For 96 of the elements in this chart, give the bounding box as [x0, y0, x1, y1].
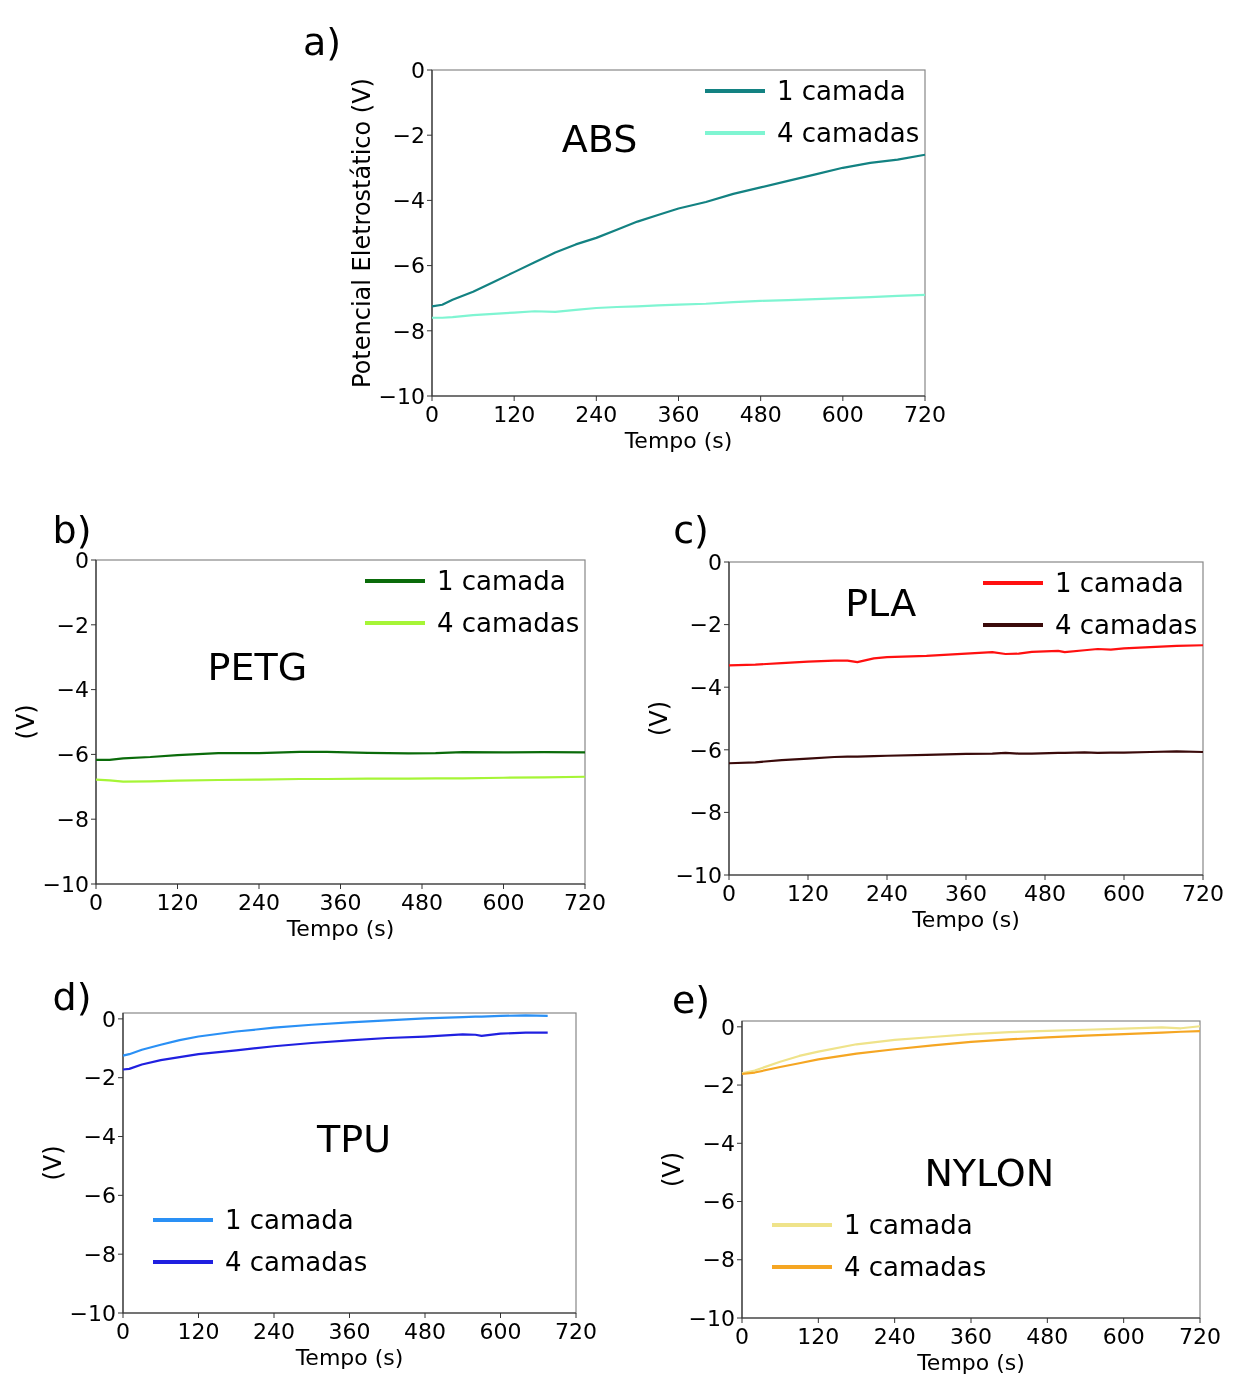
- x-tick-label: 480: [739, 402, 782, 427]
- legend-label: 4 camadas: [777, 118, 920, 149]
- y-tick-label: −8: [392, 318, 425, 344]
- y-tick-label: −10: [69, 1300, 116, 1326]
- line-series: [121, 1014, 549, 1057]
- y-tick-label: −6: [392, 253, 425, 279]
- legend-label: 1 camada: [225, 1205, 354, 1236]
- x-tick-label: 480: [1024, 881, 1066, 906]
- x-tick-label: 240: [253, 1319, 295, 1344]
- y-tick-label: 0: [708, 549, 722, 575]
- text: c): [673, 508, 709, 553]
- text: PETG: [207, 645, 308, 690]
- x-tick-label: 120: [797, 1324, 840, 1349]
- x-tick-label: 720: [1179, 1324, 1221, 1349]
- x-tick-label: 480: [1026, 1324, 1069, 1349]
- x-tick-label: 120: [787, 881, 829, 906]
- text: a): [302, 20, 342, 65]
- x-tick-label: 240: [873, 1324, 916, 1349]
- y-tick-label: −10: [675, 862, 722, 888]
- text: PLA: [845, 580, 917, 625]
- x-tick-label: 360: [950, 1324, 992, 1349]
- y-axis-title: (V): [39, 1145, 67, 1181]
- y-tick-label: −8: [83, 1241, 116, 1267]
- y-tick-label: −10: [688, 1305, 735, 1331]
- y-tick-label: −6: [56, 742, 89, 768]
- y-axis-title: (V): [658, 1151, 686, 1188]
- y-tick-label: −2: [56, 612, 89, 638]
- x-tick-label: 240: [866, 881, 908, 906]
- y-tick-label: −4: [392, 188, 425, 214]
- y-axis-title: (V): [645, 700, 673, 737]
- y-tick-label: 0: [721, 1014, 735, 1040]
- x-tick-label: 600: [1103, 881, 1145, 906]
- x-tick-label: 240: [238, 890, 280, 915]
- legend-label: 4 camadas: [1055, 610, 1198, 641]
- text: ABS: [561, 116, 638, 161]
- x-tick-label: 600: [479, 1319, 522, 1344]
- y-tick-label: −6: [83, 1183, 116, 1209]
- y-tick-label: −2: [702, 1072, 735, 1098]
- x-tick-label: 720: [564, 890, 606, 915]
- text: TPU: [316, 1117, 392, 1162]
- x-tick-label: 120: [156, 890, 199, 915]
- legend-label: 1 camada: [437, 566, 566, 597]
- x-axis-title: Tempo (s): [294, 1345, 404, 1370]
- line-series: [94, 750, 587, 762]
- line-series: [121, 1031, 549, 1071]
- x-axis-title: Tempo (s): [911, 907, 1020, 932]
- x-tick-label: 600: [1102, 1324, 1145, 1349]
- y-tick-label: −4: [689, 674, 722, 700]
- x-axis-title: Tempo (s): [916, 1350, 1025, 1375]
- y-tick-label: −10: [378, 383, 425, 409]
- y-tick-label: 0: [411, 57, 425, 83]
- text: NYLON: [924, 1150, 1055, 1195]
- y-tick-label: −4: [702, 1130, 735, 1156]
- y-tick-label: −10: [42, 871, 89, 897]
- y-tick-label: −8: [702, 1247, 735, 1273]
- x-tick-label: 480: [401, 890, 443, 915]
- x-tick-label: 720: [904, 402, 946, 427]
- x-tick-label: 600: [482, 890, 525, 915]
- y-axis-title: Potencial Eletrostático (V): [348, 78, 376, 388]
- y-tick-label: −6: [702, 1189, 735, 1215]
- y-axis-title: (V): [12, 704, 40, 740]
- x-axis-title: Tempo (s): [623, 428, 733, 453]
- legend-label: 4 camadas: [844, 1252, 987, 1283]
- legend-label: 4 camadas: [437, 608, 580, 639]
- x-tick-label: 360: [319, 890, 362, 915]
- y-tick-label: −2: [392, 122, 425, 148]
- line-series: [727, 750, 1205, 765]
- x-tick-label: 480: [404, 1319, 446, 1344]
- x-tick-label: 360: [945, 881, 987, 906]
- y-tick-label: 0: [102, 1006, 116, 1032]
- x-tick-label: 360: [328, 1319, 371, 1344]
- legend-label: 1 camada: [777, 76, 906, 107]
- legend-label: 1 camada: [1055, 568, 1184, 599]
- line-series: [727, 644, 1205, 667]
- x-tick-label: 600: [821, 402, 864, 427]
- y-tick-label: −8: [56, 806, 89, 832]
- x-tick-label: 720: [555, 1319, 597, 1344]
- y-tick-label: −4: [56, 677, 89, 703]
- y-tick-label: −8: [689, 800, 722, 826]
- y-tick-label: −4: [83, 1124, 116, 1150]
- x-tick-label: 240: [575, 402, 618, 427]
- x-tick-label: 120: [493, 402, 536, 427]
- x-axis-title: Tempo (s): [285, 916, 395, 941]
- text: e): [671, 978, 711, 1023]
- y-tick-label: −2: [689, 612, 722, 638]
- text: b): [52, 508, 92, 553]
- line-series: [430, 293, 927, 319]
- x-tick-label: 720: [1182, 881, 1224, 906]
- x-tick-label: 120: [177, 1319, 220, 1344]
- x-tick-label: 360: [657, 402, 700, 427]
- y-tick-label: −6: [689, 737, 722, 763]
- legend-label: 1 camada: [844, 1210, 973, 1241]
- y-tick-label: −2: [83, 1065, 116, 1091]
- line-series: [430, 153, 927, 308]
- text: d): [52, 975, 92, 1020]
- legend-label: 4 camadas: [225, 1247, 368, 1278]
